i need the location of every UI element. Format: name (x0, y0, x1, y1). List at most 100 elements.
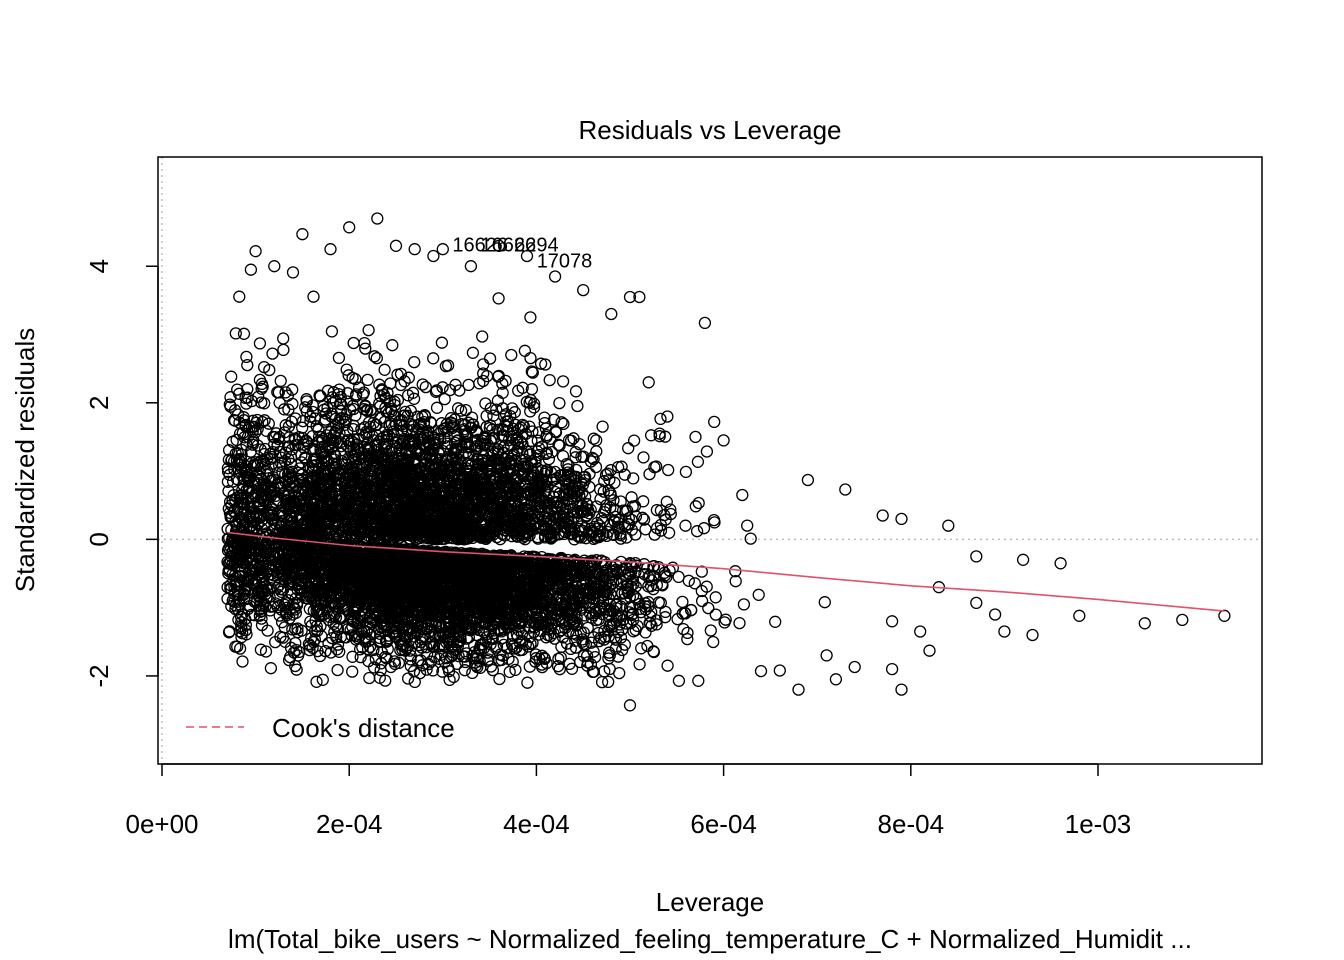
scatter-point-3852 (361, 642, 375, 656)
scatter-point-3192 (627, 434, 641, 447)
scatter-point-646 (333, 645, 346, 658)
scatter-point-3997 (416, 410, 429, 423)
scatter-point-868 (614, 495, 627, 508)
scatter-point-4220 (229, 327, 242, 340)
scatter-point-135 (691, 455, 705, 468)
scatter-point-951 (330, 631, 343, 644)
scatter-point-4005 (573, 655, 587, 669)
scatter-point-1690 (363, 671, 376, 685)
scatter-point-1590 (427, 352, 440, 365)
scatter-point-4560 (684, 603, 698, 617)
scatter-point-2955 (487, 432, 501, 445)
scatter-point-4042 (286, 383, 299, 396)
scatter-point-2030 (569, 385, 583, 398)
scatter-point-2464 (341, 387, 354, 400)
scatter-point-3838 (552, 528, 565, 541)
scatter-point-3617 (347, 336, 360, 350)
scatter-point-4498 (672, 674, 686, 687)
scatter-point-2674 (436, 381, 449, 394)
scatter-point-4221 (367, 643, 380, 657)
scatter-point-4968 (382, 629, 395, 642)
scatter-point-1510 (374, 412, 387, 425)
scatter-point-785 (539, 358, 552, 371)
scatter-point-2627 (352, 627, 365, 640)
scatter-point-632 (602, 675, 615, 689)
scatter-point-2914 (702, 601, 715, 615)
scatter-point-1832 (354, 650, 367, 664)
scatter-point-2640 (565, 662, 579, 675)
scatter-point-181 (279, 386, 292, 399)
scatter-point-3343 (469, 659, 483, 672)
scatter-point-4861 (484, 619, 498, 632)
scatter-point-3777 (681, 632, 694, 646)
scatter-point-2648 (310, 620, 323, 633)
scatter-point-628 (637, 451, 650, 464)
scatter-point-4156 (695, 594, 709, 608)
scatter-point-4801 (275, 585, 288, 599)
scatter-point-4844 (526, 366, 539, 379)
scatter-point-3509 (625, 491, 638, 504)
scatter-point-3296 (525, 365, 538, 378)
scatter-point-3211 (272, 386, 285, 399)
scatter-point-4663 (514, 421, 528, 434)
scatter-point-2975 (391, 393, 405, 407)
scatter-point-4262 (392, 656, 406, 670)
scatter-point-4074 (560, 457, 573, 471)
scatter-point-4477 (647, 645, 660, 658)
scatter-point-2571 (404, 653, 417, 666)
scatter-point-1513 (253, 337, 267, 350)
scatter-point-4674 (296, 415, 310, 428)
scatter-point-4769 (512, 384, 525, 397)
scatter-point-3091 (266, 347, 279, 360)
scatter-point-4186 (509, 663, 522, 677)
scatter-point-1604 (426, 664, 440, 677)
scatter-point-2271 (493, 672, 506, 686)
scatter-point-2276 (587, 556, 600, 569)
scatter-point-4326 (254, 643, 268, 656)
scatter-point-3995 (245, 394, 258, 408)
scatter-point-2273 (604, 487, 617, 500)
scatter-point-4441 (278, 403, 291, 416)
scatter-point-1228 (637, 495, 650, 508)
scatter-point-1886 (331, 663, 344, 677)
scatter-point-4672 (262, 417, 275, 430)
scatter-point-2714 (571, 399, 584, 413)
scatter-point-4699 (604, 464, 617, 477)
scatter-point-0 (818, 596, 831, 609)
scatter-point-2504 (401, 389, 415, 402)
scatter-point-442 (569, 451, 582, 464)
scatter-point-3976 (222, 444, 236, 457)
scatter-point-3549 (375, 508, 388, 521)
scatter-point-4492 (349, 409, 362, 422)
scatter-point-3659 (226, 435, 239, 448)
scatter-point-4872 (496, 377, 509, 390)
scatter-point-4621 (618, 468, 631, 481)
scatter-point-1486 (729, 565, 742, 578)
scatter-point-3705 (496, 428, 510, 442)
scatter-point-4720 (609, 598, 623, 611)
scatter-point-4914 (613, 513, 626, 526)
scatter-point-4427 (329, 462, 342, 475)
scatter-point-3854 (300, 395, 313, 408)
scatter-point-3745 (615, 460, 628, 473)
scatter-point-62 (556, 375, 570, 388)
scatter-point-2712 (224, 400, 237, 413)
scatter-point-4822 (676, 607, 689, 620)
scatter-point-3666 (462, 631, 476, 644)
scatter-point-2062 (264, 662, 278, 675)
scatter-point-2893 (532, 426, 545, 439)
scatter-point-4126 (359, 342, 372, 355)
scatter-point-2053 (225, 370, 238, 383)
scatter-point-4087 (229, 524, 243, 538)
scatter-point-4352 (645, 619, 658, 632)
scatter-point-3480 (257, 597, 270, 610)
scatter-point-4624 (528, 576, 542, 589)
scatter-point-4759 (695, 584, 708, 598)
scatter-point-1363 (430, 384, 443, 397)
scatter-point-3766 (719, 613, 732, 626)
scatter-point-3992 (527, 397, 541, 410)
scatter-point-1531 (325, 325, 339, 338)
scatter-point-3144 (505, 348, 518, 362)
scatter-point-4309 (486, 663, 500, 677)
scatter-point-1195 (692, 674, 705, 687)
